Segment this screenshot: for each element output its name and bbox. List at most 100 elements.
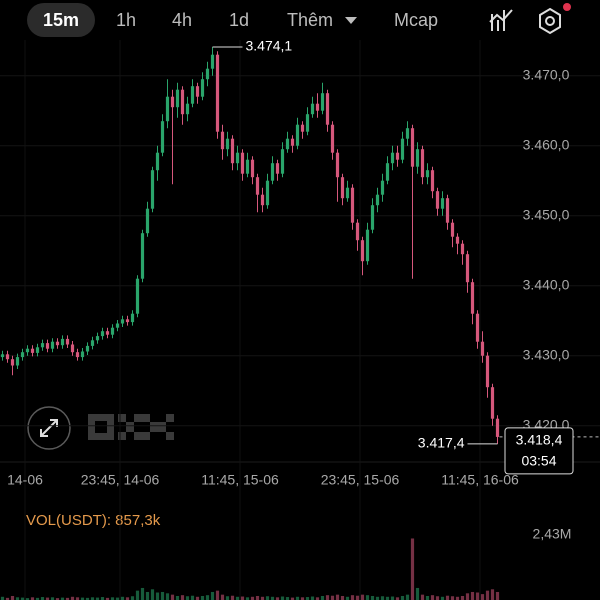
volume-bar (85, 597, 90, 600)
volume-bar (220, 594, 225, 600)
candle-body (285, 138, 290, 150)
volume-bar (445, 595, 450, 600)
volume-bar (350, 595, 355, 600)
candle-body (25, 348, 30, 353)
candle-body (350, 187, 355, 223)
candle-body (190, 86, 195, 104)
candle-body (195, 86, 200, 97)
last-price: 3.418,4 (516, 432, 563, 448)
volume-bar (405, 594, 410, 600)
candle-body (290, 138, 295, 146)
candle-body (385, 163, 390, 181)
volume-bar (45, 597, 50, 600)
candle-body (330, 124, 335, 153)
volume-bar (480, 594, 485, 600)
volume-bar (250, 596, 255, 600)
logo-kx (118, 414, 174, 440)
volume-bar (120, 596, 125, 600)
y-tick-label: 3.460,0 (523, 136, 570, 152)
candle-body (95, 336, 100, 341)
candle-body (485, 355, 490, 388)
volume-bar (40, 597, 45, 600)
candle-body (0, 354, 5, 358)
candle-body (245, 159, 250, 174)
volume-bar (185, 596, 190, 600)
volume-bar (125, 597, 130, 600)
volume-bar (475, 592, 480, 600)
volume-bar (385, 596, 390, 600)
tab[interactable]: 4h (172, 10, 192, 30)
indicator-icon[interactable] (489, 9, 513, 31)
candle-body (120, 319, 125, 324)
candle-body (200, 79, 205, 97)
watermark (27, 406, 174, 450)
candle-body (35, 347, 40, 353)
last-price-box (504, 427, 574, 475)
candle-body (475, 313, 480, 342)
candle-body (410, 128, 415, 167)
candle-body (310, 103, 315, 115)
notification-dot (563, 3, 571, 11)
tab[interactable]: 15m (43, 10, 79, 30)
volume-bar (335, 594, 340, 600)
candle-body (125, 319, 130, 323)
volume-bar (420, 594, 425, 600)
volume-bar (155, 592, 160, 600)
volume-bar (315, 597, 320, 600)
candle-body (465, 254, 470, 283)
candle-body (370, 205, 375, 230)
expand-button[interactable] (27, 406, 71, 450)
candle-body (320, 93, 325, 111)
tab[interactable]: Thêm (287, 10, 333, 30)
volume-bar (25, 598, 30, 600)
volume-bar (260, 596, 265, 600)
candle-body (135, 278, 140, 314)
candle-body (205, 68, 210, 80)
candle-body (15, 357, 20, 366)
candle-body (460, 243, 465, 255)
candle-body (365, 229, 370, 262)
y-tick-label: 3.470,0 (523, 66, 570, 82)
candle-body (380, 180, 385, 195)
volume-bar (300, 597, 305, 600)
tab[interactable]: 1h (116, 10, 136, 30)
tab[interactable]: 1d (229, 10, 249, 30)
volume-bar (280, 596, 285, 600)
volume-bar (375, 596, 380, 600)
x-tick-label: 23:45, 15-06 (321, 472, 400, 488)
volume-bar (330, 595, 335, 600)
volume-bar (410, 538, 415, 600)
volume-bar (20, 597, 25, 600)
volume-bar (360, 594, 365, 600)
volume-bar (55, 598, 60, 600)
candle-body (375, 194, 380, 206)
volume-bar (10, 595, 15, 600)
volume-bar (270, 596, 275, 600)
volume-bar (425, 595, 430, 600)
expand-glyph (40, 419, 58, 437)
candle-body (170, 96, 175, 108)
volume-bar (70, 596, 75, 600)
volume-bar (415, 587, 420, 600)
candle-body (240, 152, 245, 174)
candle-body (260, 194, 265, 206)
candle-body (360, 240, 365, 262)
volume-bar (490, 589, 495, 600)
candle-body (335, 152, 340, 178)
candle-body (155, 152, 160, 171)
candle-body (130, 313, 135, 323)
candle-body (450, 222, 455, 237)
candle-body (90, 340, 95, 346)
volume-bar (80, 597, 85, 600)
volume-bar (400, 595, 405, 600)
settings-icon[interactable] (539, 7, 561, 35)
y-tick-label: 3.440,0 (523, 276, 570, 292)
candle-body (275, 163, 280, 174)
max-annotation: 3.474,1 (246, 38, 293, 54)
candle-body (340, 177, 345, 199)
tab[interactable]: Mcap (394, 10, 438, 30)
dropdown-arrow (345, 17, 357, 24)
candle-body (430, 170, 435, 192)
